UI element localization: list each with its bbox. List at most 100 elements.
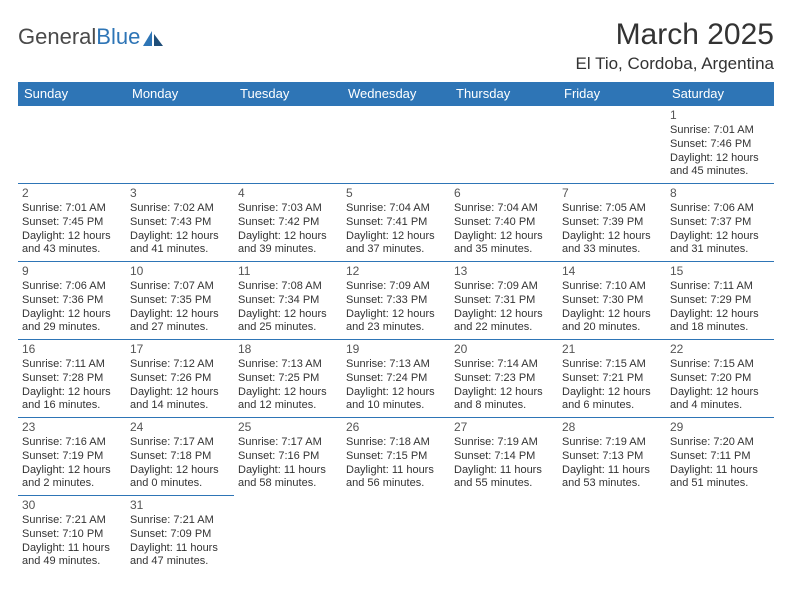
daylight-text: Daylight: 12 hours [454,230,554,244]
daylight-text: and 39 minutes. [238,243,338,257]
daylight-text: and 33 minutes. [562,243,662,257]
day-header: Friday [558,82,666,106]
daylight-text: and 4 minutes. [670,399,770,413]
calendar-cell [18,106,126,184]
sunrise-text: Sunrise: 7:06 AM [22,280,122,294]
sunset-text: Sunset: 7:18 PM [130,450,230,464]
calendar-cell [450,496,558,574]
daylight-text: and 18 minutes. [670,321,770,335]
calendar-cell: 12Sunrise: 7:09 AMSunset: 7:33 PMDayligh… [342,262,450,340]
daylight-text: Daylight: 12 hours [238,386,338,400]
sunset-text: Sunset: 7:40 PM [454,216,554,230]
daylight-text: and 25 minutes. [238,321,338,335]
daylight-text: and 14 minutes. [130,399,230,413]
sunrise-text: Sunrise: 7:17 AM [238,436,338,450]
sunset-text: Sunset: 7:39 PM [562,216,662,230]
location: El Tio, Cordoba, Argentina [576,54,774,74]
day-number: 6 [454,186,554,201]
calendar-cell: 8Sunrise: 7:06 AMSunset: 7:37 PMDaylight… [666,184,774,262]
daylight-text: Daylight: 12 hours [238,308,338,322]
sunset-text: Sunset: 7:34 PM [238,294,338,308]
day-number: 9 [22,264,122,279]
calendar-cell: 3Sunrise: 7:02 AMSunset: 7:43 PMDaylight… [126,184,234,262]
day-number: 13 [454,264,554,279]
sunset-text: Sunset: 7:23 PM [454,372,554,386]
day-number: 16 [22,342,122,357]
daylight-text: and 31 minutes. [670,243,770,257]
day-number: 3 [130,186,230,201]
sunset-text: Sunset: 7:25 PM [238,372,338,386]
daylight-text: and 55 minutes. [454,477,554,491]
daylight-text: Daylight: 12 hours [454,308,554,322]
daylight-text: Daylight: 12 hours [22,386,122,400]
daylight-text: Daylight: 12 hours [454,386,554,400]
day-header: Monday [126,82,234,106]
day-number: 11 [238,264,338,279]
calendar-body: 1Sunrise: 7:01 AMSunset: 7:46 PMDaylight… [18,106,774,574]
calendar-cell [342,496,450,574]
day-number: 18 [238,342,338,357]
calendar-cell: 4Sunrise: 7:03 AMSunset: 7:42 PMDaylight… [234,184,342,262]
day-number: 4 [238,186,338,201]
day-number: 15 [670,264,770,279]
calendar-cell: 14Sunrise: 7:10 AMSunset: 7:30 PMDayligh… [558,262,666,340]
day-number: 20 [454,342,554,357]
sunrise-text: Sunrise: 7:10 AM [562,280,662,294]
day-number: 22 [670,342,770,357]
calendar-cell: 18Sunrise: 7:13 AMSunset: 7:25 PMDayligh… [234,340,342,418]
calendar-cell [558,106,666,184]
day-number: 30 [22,498,122,513]
daylight-text: and 49 minutes. [22,555,122,569]
daylight-text: Daylight: 12 hours [130,386,230,400]
daylight-text: and 53 minutes. [562,477,662,491]
daylight-text: Daylight: 12 hours [346,230,446,244]
title-block: March 2025 El Tio, Cordoba, Argentina [576,18,774,74]
calendar-cell: 17Sunrise: 7:12 AMSunset: 7:26 PMDayligh… [126,340,234,418]
calendar-cell: 20Sunrise: 7:14 AMSunset: 7:23 PMDayligh… [450,340,558,418]
sunrise-text: Sunrise: 7:09 AM [454,280,554,294]
daylight-text: and 58 minutes. [238,477,338,491]
sunrise-text: Sunrise: 7:21 AM [22,514,122,528]
brand-part1: General [18,24,96,50]
day-header: Sunday [18,82,126,106]
daylight-text: and 29 minutes. [22,321,122,335]
sunrise-text: Sunrise: 7:13 AM [346,358,446,372]
daylight-text: and 20 minutes. [562,321,662,335]
calendar-cell: 10Sunrise: 7:07 AMSunset: 7:35 PMDayligh… [126,262,234,340]
calendar-cell: 31Sunrise: 7:21 AMSunset: 7:09 PMDayligh… [126,496,234,574]
sunset-text: Sunset: 7:10 PM [22,528,122,542]
day-number: 26 [346,420,446,435]
calendar-cell [126,106,234,184]
sunrise-text: Sunrise: 7:20 AM [670,436,770,450]
sunset-text: Sunset: 7:14 PM [454,450,554,464]
daylight-text: Daylight: 12 hours [22,230,122,244]
sunset-text: Sunset: 7:21 PM [562,372,662,386]
daylight-text: Daylight: 12 hours [130,230,230,244]
calendar-cell: 29Sunrise: 7:20 AMSunset: 7:11 PMDayligh… [666,418,774,496]
sunrise-text: Sunrise: 7:13 AM [238,358,338,372]
sunset-text: Sunset: 7:37 PM [670,216,770,230]
daylight-text: Daylight: 12 hours [130,464,230,478]
calendar-cell: 24Sunrise: 7:17 AMSunset: 7:18 PMDayligh… [126,418,234,496]
sunset-text: Sunset: 7:20 PM [670,372,770,386]
sunrise-text: Sunrise: 7:18 AM [346,436,446,450]
daylight-text: Daylight: 11 hours [346,464,446,478]
sunrise-text: Sunrise: 7:09 AM [346,280,446,294]
sunrise-text: Sunrise: 7:07 AM [130,280,230,294]
calendar-cell [234,496,342,574]
daylight-text: and 35 minutes. [454,243,554,257]
sunrise-text: Sunrise: 7:02 AM [130,202,230,216]
sunrise-text: Sunrise: 7:03 AM [238,202,338,216]
daylight-text: and 12 minutes. [238,399,338,413]
sunrise-text: Sunrise: 7:17 AM [130,436,230,450]
brand-logo: GeneralBlue [18,24,164,50]
calendar-cell: 11Sunrise: 7:08 AMSunset: 7:34 PMDayligh… [234,262,342,340]
daylight-text: and 22 minutes. [454,321,554,335]
sunrise-text: Sunrise: 7:11 AM [22,358,122,372]
day-number: 5 [346,186,446,201]
sunrise-text: Sunrise: 7:19 AM [562,436,662,450]
daylight-text: Daylight: 11 hours [130,542,230,556]
calendar-cell: 13Sunrise: 7:09 AMSunset: 7:31 PMDayligh… [450,262,558,340]
sunset-text: Sunset: 7:26 PM [130,372,230,386]
sunset-text: Sunset: 7:13 PM [562,450,662,464]
